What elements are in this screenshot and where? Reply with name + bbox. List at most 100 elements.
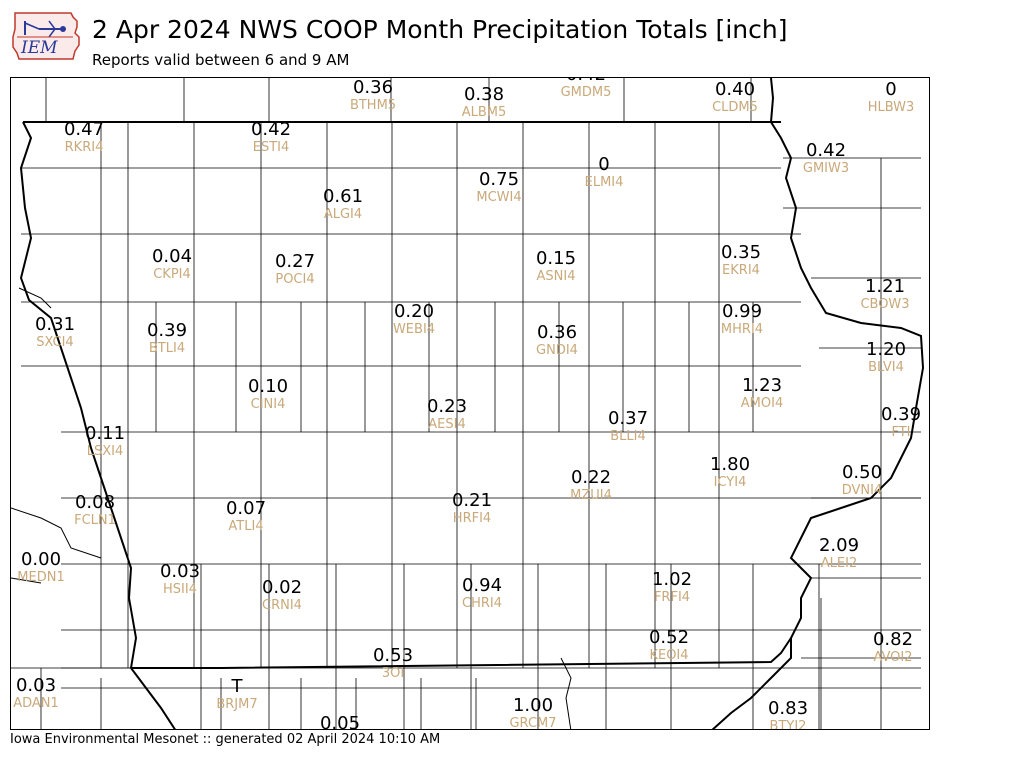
map-title: 2 Apr 2024 NWS COOP Month Precipitation …	[92, 15, 788, 44]
station-id: RKRI4	[65, 140, 104, 155]
station-value: 0.23	[427, 396, 467, 417]
station-id: KEOI4	[649, 648, 688, 663]
station-id: EKRI4	[722, 263, 760, 278]
station-value: 0.52	[649, 627, 689, 648]
station-id: ALGI4	[324, 207, 362, 222]
station-id: ALBM5	[462, 105, 507, 120]
station-value: 0.27	[275, 251, 315, 272]
state-border-iowa-south	[131, 637, 792, 669]
station-value: 0.11	[85, 423, 125, 444]
station-id: POCI4	[275, 272, 314, 287]
state-border-des-moines-river	[560, 657, 572, 729]
footer-credit: Iowa Environmental Mesonet :: generated …	[10, 732, 441, 747]
station-value: 0.42	[251, 119, 291, 140]
station-value: 0.47	[64, 119, 104, 140]
station-value: 0	[885, 79, 896, 100]
station-value: 1.80	[710, 454, 750, 475]
station-value: 0.20	[394, 301, 434, 322]
station-value: 0.38	[464, 84, 504, 105]
county-line	[11, 667, 477, 729]
precipitation-map: 0.36BTHM50.38ALBM50.42GMDM50.40CLDM50HLB…	[10, 77, 930, 730]
state-boundaries	[11, 78, 925, 729]
station-id: BLLI4	[610, 429, 646, 444]
station-id: FCLN1	[74, 513, 116, 528]
station-value: T	[231, 676, 244, 697]
station-id: LSXI4	[87, 444, 124, 459]
station-id: AMOI4	[741, 396, 783, 411]
station-value: 0.42	[566, 78, 606, 85]
station-value: 0.03	[16, 675, 56, 696]
station-value: 0.02	[262, 577, 302, 598]
station-id: AVOI2	[873, 650, 912, 665]
station-value: 0.36	[353, 78, 393, 98]
station-value: 0.03	[160, 561, 200, 582]
station-id: ESTI4	[253, 140, 290, 155]
station-id: CINI4	[251, 397, 286, 412]
iem-logo: IEM	[9, 7, 85, 63]
station-id: FTI	[891, 425, 910, 440]
station-gmdm5: 0.42GMDM5	[561, 78, 612, 100]
station-id: BRJM7	[216, 697, 257, 712]
station-labels: 0.36BTHM50.38ALBM50.42GMDM50.40CLDM50HLB…	[13, 78, 921, 729]
station-id: MCWI4	[476, 190, 521, 205]
station-id: 3OI	[382, 666, 404, 681]
station-value: 0.53	[373, 645, 413, 666]
station-value: 0.31	[35, 314, 75, 335]
station-value: 0.36	[537, 322, 577, 343]
station-value: 0.75	[479, 169, 519, 190]
station-id: GMDM5	[561, 85, 612, 100]
station-value: 0.08	[75, 492, 115, 513]
station-value: 0.00	[21, 549, 61, 570]
station-id: HRFI4	[453, 511, 491, 526]
station-id: SXCI4	[36, 335, 73, 350]
station-value: 1.20	[866, 339, 906, 360]
station-unnamed: 0.05	[320, 713, 360, 729]
station-id: BLVI4	[868, 360, 904, 375]
station-id: MZUI4	[570, 488, 612, 503]
station-id: ELMI4	[585, 175, 624, 190]
station-id: WEBI4	[393, 322, 435, 337]
map-subtitle: Reports valid between 6 and 9 AM	[92, 51, 350, 69]
station-id: AESI4	[428, 417, 465, 432]
station-value: 0.07	[226, 498, 266, 519]
station-value: 0.37	[608, 408, 648, 429]
station-value: 0.21	[452, 490, 492, 511]
station-value: 1.00	[513, 695, 553, 716]
station-value: 0.39	[881, 404, 921, 425]
station-value: 0.42	[806, 140, 846, 161]
station-value: 0.83	[768, 698, 808, 719]
station-id: BTLI4	[149, 341, 185, 356]
station-value: 1.23	[742, 375, 782, 396]
station-value: 0.82	[873, 629, 913, 650]
station-value: 0.40	[715, 79, 755, 100]
station-id: ATLI4	[228, 519, 263, 534]
station-value: 0.61	[323, 186, 363, 207]
station-value: 0.35	[721, 242, 761, 263]
station-id: CBOW3	[860, 297, 909, 312]
